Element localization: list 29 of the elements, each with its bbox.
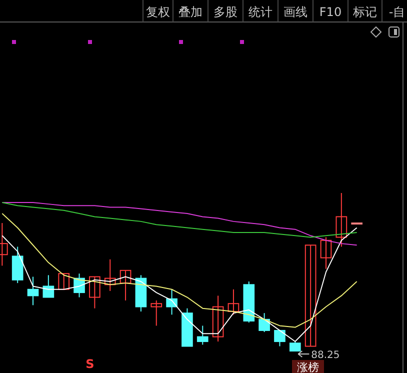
candlestick [196, 325, 208, 346]
candlestick [120, 270, 132, 301]
candlestick [58, 273, 70, 290]
candlestick [12, 246, 24, 284]
candlestick [228, 288, 240, 316]
text: S [86, 357, 94, 371]
text: 统计 [248, 5, 272, 19]
candlestick [320, 236, 332, 270]
text: 标记 [352, 5, 377, 19]
text: F10 [319, 5, 342, 19]
candlestick [89, 276, 100, 309]
candlestick [336, 192, 348, 248]
candlestick [274, 330, 286, 347]
text: 叠加 [178, 5, 202, 19]
annotation: 88.25 [311, 350, 340, 361]
candlestick [212, 295, 224, 342]
candlestick [289, 341, 301, 352]
candlestick [258, 312, 270, 333]
candlestick [150, 300, 162, 326]
text: 多股 [214, 5, 238, 19]
text: 涨榜 [297, 361, 319, 373]
text: 画线 [284, 5, 308, 19]
candlestick [166, 288, 178, 316]
candlestick [42, 274, 54, 298]
candlestick [104, 258, 116, 292]
text: 复权 [146, 5, 170, 19]
text: -自 [388, 5, 406, 19]
candlestick [27, 276, 39, 306]
candlestick [304, 244, 316, 347]
